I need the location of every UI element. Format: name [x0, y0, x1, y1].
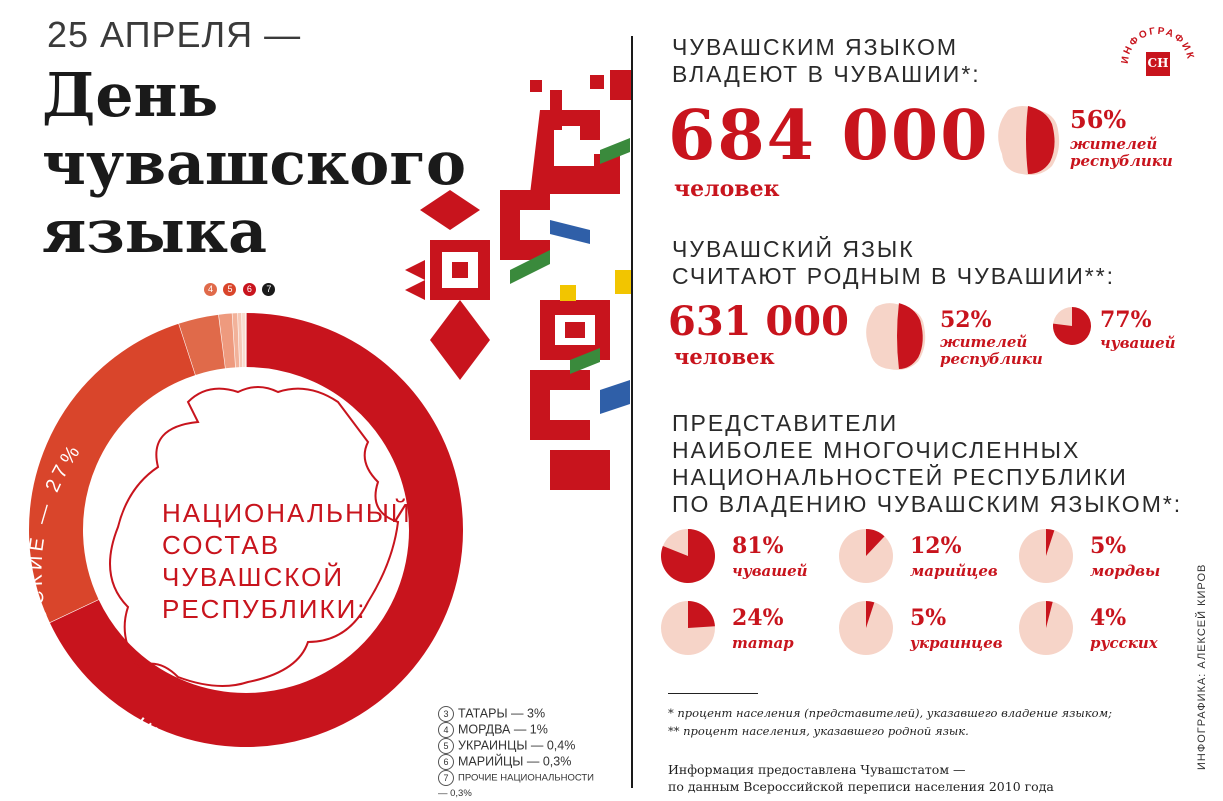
- section3-heading: ПРЕДСТАВИТЕЛИ НАИБОЛЕЕ МНОГОЧИСЛЕННЫХ НА…: [672, 410, 1182, 518]
- chuvashia-map-52-icon: [866, 300, 928, 372]
- credit-text: ИНФОГРАФИКА: АЛЕКСЕЙ КИРОВ: [1196, 564, 1208, 770]
- svg-text:РУССКИЕ — 27%: РУССКИЕ — 27%: [28, 439, 87, 661]
- marker-7: 7: [262, 283, 275, 296]
- nationality-pie: [660, 528, 716, 584]
- pie-pct: 81%: [732, 534, 784, 558]
- pie-label: чувашей: [732, 562, 808, 580]
- label-russian: РУССКИЕ — 27%: [28, 439, 87, 661]
- pie-pct: 12%: [910, 534, 962, 558]
- pie-pct: 5%: [1090, 534, 1126, 558]
- heading-line: ЧУВАШСКИЙ ЯЗЫК: [672, 236, 1115, 263]
- logo-mark: СН: [1146, 56, 1170, 70]
- ring-text-layer: ЧУВАШИ — 68% РУССКИЕ — 27%: [28, 272, 468, 800]
- speakers-count: 684 000: [668, 96, 990, 176]
- marker-6: 6: [243, 283, 256, 296]
- infographic-logo: ИНФОГРАФИКА СН: [1120, 26, 1196, 102]
- chuvash-native-label: чувашей: [1100, 334, 1176, 352]
- legend-text: УКРАИНЦЫ — 0,4%: [458, 738, 575, 752]
- pie-label: русских: [1090, 634, 1158, 652]
- heading-line: ВЛАДЕЮТ В ЧУВАШИИ*:: [672, 61, 981, 88]
- section2-heading: ЧУВАШСКИЙ ЯЗЫК СЧИТАЮТ РОДНЫМ В ЧУВАШИИ*…: [672, 236, 1115, 290]
- pie-slice: [688, 601, 715, 628]
- label-line: жителей: [940, 334, 1043, 351]
- legend-item: 4 МОРДВА — 1%: [438, 722, 598, 738]
- legend-number: 4: [438, 722, 454, 738]
- nationality-pie: [1018, 528, 1074, 584]
- small-group-markers: 4 5 6 7: [204, 279, 275, 297]
- label-line: жителей: [1070, 136, 1173, 153]
- pie-label: марийцев: [910, 562, 998, 580]
- heading-line: ПО ВЛАДЕНИЮ ЧУВАШСКИМ ЯЗЫКОМ*:: [672, 491, 1182, 518]
- native-pct: 52%: [940, 308, 992, 332]
- nationality-pie: [1018, 600, 1074, 656]
- chuvashia-map-56-icon: [998, 104, 1062, 176]
- label-chuvash: ЧУВАШИ — 68%: [129, 712, 340, 784]
- section1-heading: ЧУВАШСКИМ ЯЗЫКОМ ВЛАДЕЮТ В ЧУВАШИИ*:: [672, 34, 981, 88]
- legend-number: 7: [438, 770, 454, 786]
- legend-text: МОРДВА — 1%: [458, 722, 548, 736]
- legend-text: ТАТАРЫ — 3%: [458, 706, 545, 720]
- legend-item: 3 ТАТАРЫ — 3%: [438, 706, 598, 722]
- heading-line: ЧУВАШСКИМ ЯЗЫКОМ: [672, 34, 981, 61]
- native-count: 631 000: [668, 298, 849, 346]
- heading-line: НАЦИОНАЛЬНОСТЕЙ РЕСПУБЛИКИ: [672, 464, 1182, 491]
- vertical-divider: [631, 36, 633, 788]
- pie-label: мордвы: [1090, 562, 1160, 580]
- legend-number: 6: [438, 754, 454, 770]
- speakers-pct: 56%: [1070, 108, 1126, 132]
- pie-label: татар: [732, 634, 794, 652]
- nationality-pie: [838, 600, 894, 656]
- chuvash-native-pct: 77%: [1100, 308, 1152, 332]
- native-unit: человек: [674, 344, 775, 369]
- native-pct-label: жителей республики: [940, 334, 1043, 368]
- heading-line: ПРЕДСТАВИТЕЛИ: [672, 410, 1182, 437]
- source-line-1: Информация предоставлена Чувашстатом —: [668, 762, 966, 777]
- pie-label: украинцев: [910, 634, 1003, 652]
- author-credit: ИНФОГРАФИКА: АЛЕКСЕЙ КИРОВ: [1196, 520, 1223, 770]
- legend-text: МАРИЙЦЫ — 0,3%: [458, 754, 571, 768]
- footnote-1: * процент населения (представителей), ук…: [668, 706, 1112, 720]
- legend-item: 6 МАРИЙЦЫ — 0,3%: [438, 754, 598, 770]
- speakers-pct-label: жителей республики: [1070, 136, 1173, 170]
- footnote-2: ** процент населения, указавшего родной …: [668, 724, 969, 738]
- pie-pct: 24%: [732, 606, 784, 630]
- nationality-pie: [838, 528, 894, 584]
- pie-pct: 4%: [1090, 606, 1126, 630]
- speakers-unit: человек: [674, 176, 779, 202]
- legend-number: 3: [438, 706, 454, 722]
- marker-4: 4: [204, 283, 217, 296]
- label-line: республики: [1070, 153, 1173, 170]
- legend-number: 5: [438, 738, 454, 754]
- label-line: республики: [940, 351, 1043, 368]
- nationality-pie: [660, 600, 716, 656]
- heading-line: НАИБОЛЕЕ МНОГОЧИСЛЕННЫХ: [672, 437, 1182, 464]
- ring-legend: 3 ТАТАРЫ — 3% 4 МОРДВА — 1% 5 УКРАИНЦЫ — 0,…: [438, 706, 598, 801]
- marker-5: 5: [223, 283, 236, 296]
- footnote-rule: [668, 693, 758, 694]
- source-line-2: по данным Всероссийской переписи населен…: [668, 779, 1054, 794]
- svg-text:ЧУВАШИ — 68%: ЧУВАШИ — 68%: [129, 712, 340, 784]
- pie-pct: 5%: [910, 606, 946, 630]
- chuvash-77-pie: [1052, 306, 1092, 346]
- date-heading: 25 АПРЕЛЯ —: [47, 14, 301, 56]
- heading-line: СЧИТАЮТ РОДНЫМ В ЧУВАШИИ**:: [672, 263, 1115, 290]
- legend-item: 5 УКРАИНЦЫ — 0,4%: [438, 738, 598, 754]
- legend-text: ПРОЧИЕ НАЦИОНАЛЬНОСТИ — 0,3%: [438, 773, 594, 799]
